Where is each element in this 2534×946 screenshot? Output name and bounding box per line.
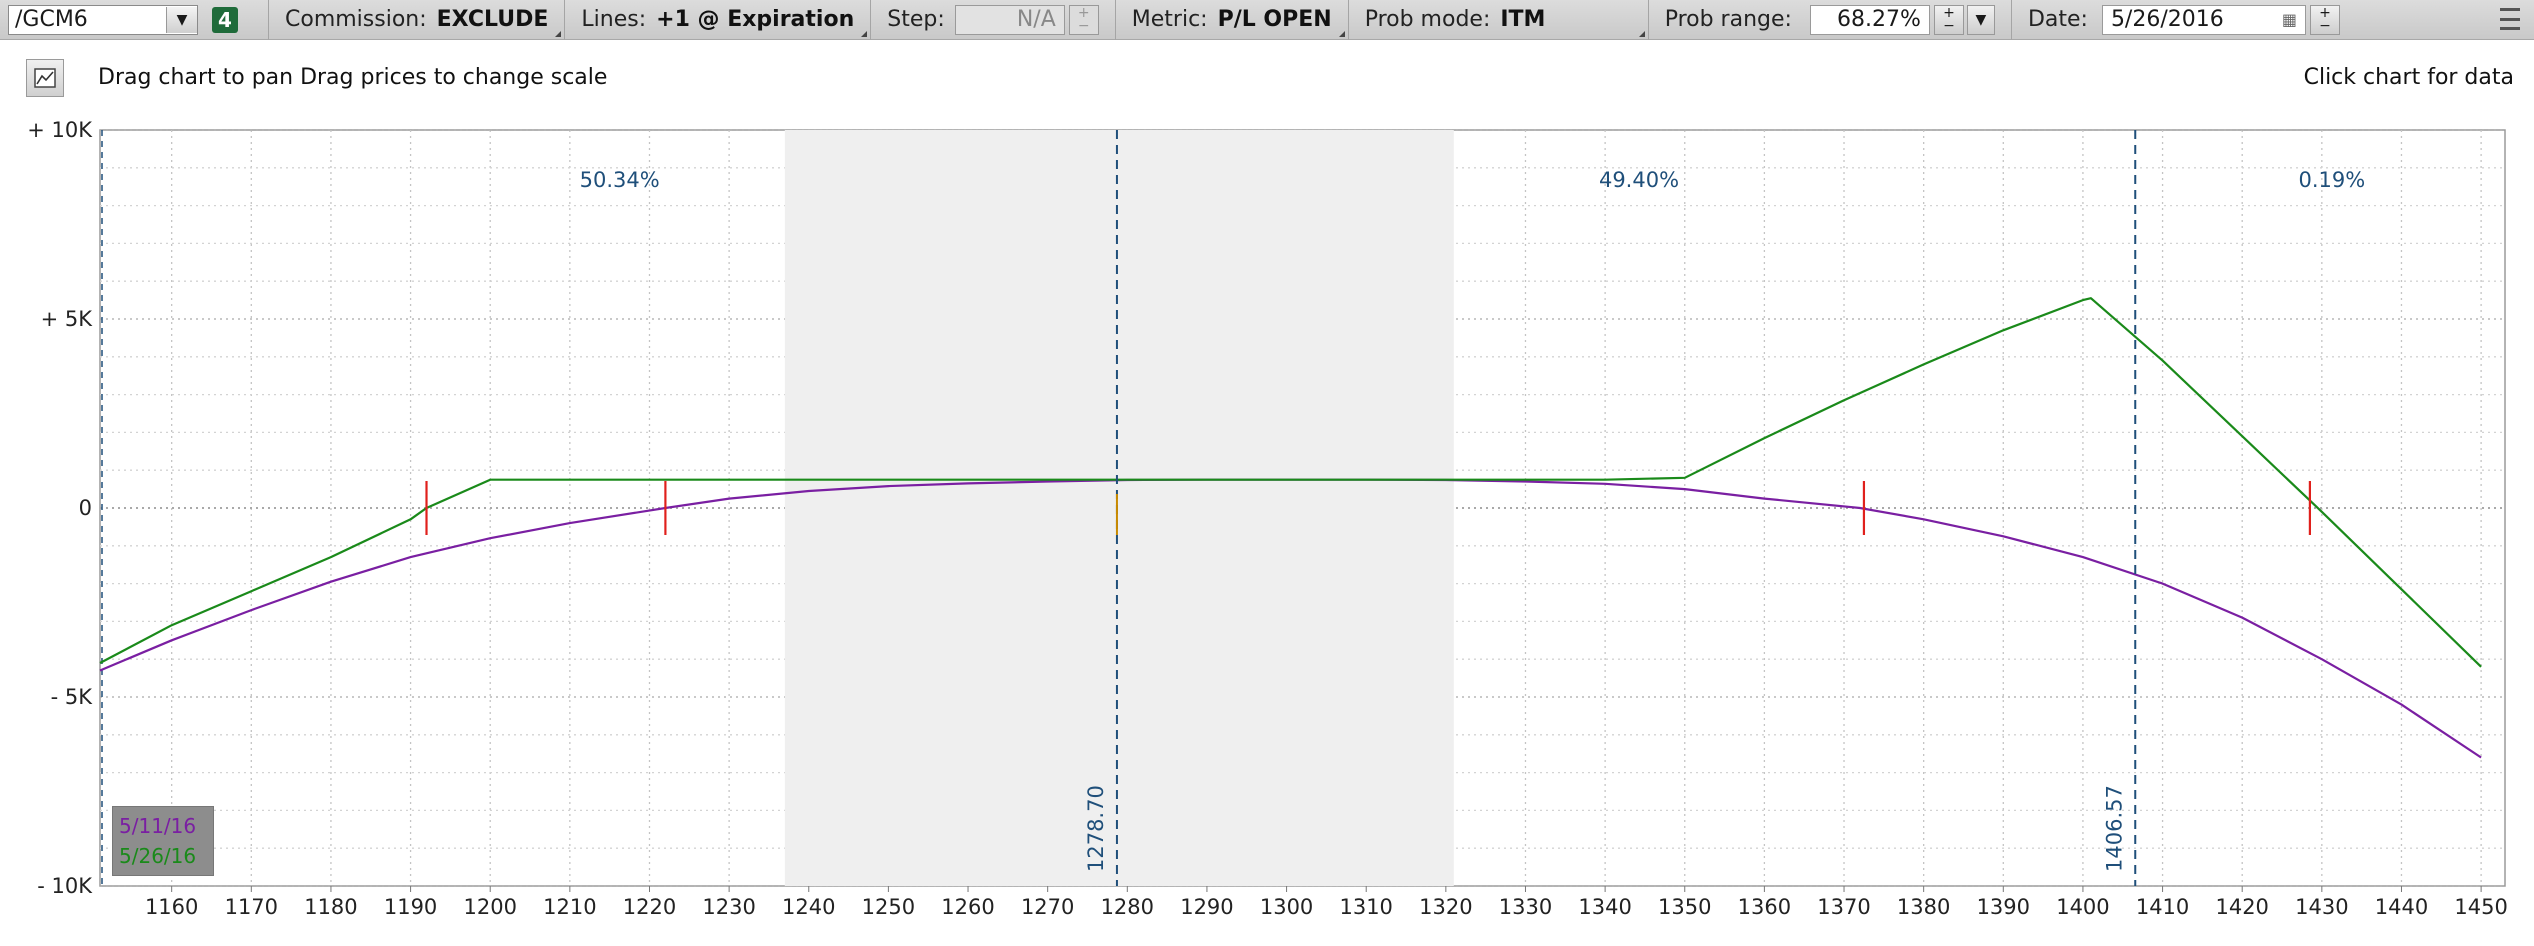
menu-icon[interactable]: [2500, 8, 2520, 30]
chart-legend: 5/11/16 5/26/16: [112, 806, 214, 876]
x-tick-label: 1430: [2295, 895, 2348, 919]
prob-mode-value: ITM: [1500, 7, 1546, 32]
x-tick-label: 1450: [2454, 895, 2507, 919]
prob-range-value: 68.27%: [1837, 7, 1921, 32]
chart-settings-button[interactable]: [26, 59, 64, 97]
price-line-label: 1406.57: [2102, 785, 2126, 872]
x-tick-label: 1220: [623, 895, 676, 919]
x-tick-label: 1330: [1499, 895, 1552, 919]
x-tick-label: 1230: [702, 895, 755, 919]
x-tick-label: 1390: [1977, 895, 2030, 919]
series-line-expiration: [99, 297, 2482, 668]
date-segment: Date: 5/26/2016 ▦ + −: [2012, 0, 2356, 40]
prob-range-dropdown[interactable]: ▼: [1966, 4, 1995, 35]
plus-icon: +: [1077, 4, 1090, 21]
metric-value: P/L OPEN: [1217, 7, 1332, 32]
y-tick-label: + 10K: [27, 118, 93, 142]
minus-icon: −: [1077, 17, 1090, 34]
legend-entry-expiration: 5/26/16: [119, 844, 197, 868]
commission-label: Commission:: [285, 7, 427, 32]
x-tick-label: 1190: [384, 895, 437, 919]
line-chart-icon: [34, 68, 56, 88]
symbol-value: /GCM6: [15, 7, 88, 32]
symbol-selector[interactable]: /GCM6 ▼: [8, 4, 198, 35]
x-tick-label: 1270: [1021, 895, 1074, 919]
calendar-icon[interactable]: ▦: [2281, 10, 2297, 29]
commission-menu[interactable]: Commission: EXCLUDE: [268, 0, 566, 40]
minus-icon: −: [2319, 17, 2331, 34]
plus-icon: +: [1943, 4, 1955, 21]
x-tick-label: 1360: [1738, 895, 1791, 919]
minus-icon: −: [1943, 17, 1955, 34]
x-tick-label: 1320: [1419, 895, 1472, 919]
y-tick-label: 0: [79, 496, 92, 520]
plus-icon: +: [2319, 4, 2331, 21]
drag-hint: Drag chart to pan Drag prices to change …: [98, 65, 608, 90]
probability-label: 0.19%: [2298, 168, 2365, 192]
click-hint: Click chart for data: [2303, 65, 2514, 90]
metric-menu[interactable]: Metric: P/L OPEN: [1116, 0, 1349, 40]
x-tick-label: 1280: [1101, 895, 1154, 919]
x-tick-label: 1350: [1658, 895, 1711, 919]
x-tick-label: 1200: [463, 895, 516, 919]
x-tick-label: 1440: [2375, 895, 2428, 919]
probability-label: 50.34%: [580, 168, 660, 192]
metric-label: Metric:: [1131, 7, 1208, 32]
x-tick-label: 1420: [2215, 895, 2268, 919]
hint-bar: Drag chart to pan Drag prices to change …: [0, 41, 2534, 119]
x-tick-label: 1210: [543, 895, 596, 919]
chevron-down-icon[interactable]: ▼: [166, 6, 197, 33]
step-stepper[interactable]: + −: [1068, 4, 1099, 35]
symbol-segment: /GCM6 ▼ 4: [0, 0, 268, 40]
x-tick-label: 1340: [1578, 895, 1631, 919]
x-tick-label: 1380: [1897, 895, 1950, 919]
step-label: Step:: [887, 7, 945, 32]
prob-mode-label: Prob mode:: [1364, 7, 1491, 32]
date-value: 5/26/2016: [2110, 7, 2224, 32]
position-count-badge[interactable]: 4: [212, 6, 238, 33]
y-tick-label: + 5K: [41, 307, 94, 331]
probability-band: [784, 130, 1454, 886]
x-tick-label: 1160: [145, 895, 198, 919]
x-tick-label: 1310: [1339, 895, 1392, 919]
x-tick-label: 1260: [941, 895, 994, 919]
step-segment: Step: N/A + −: [871, 0, 1116, 40]
lines-menu[interactable]: Lines: +1 @ Expiration: [565, 0, 872, 40]
y-tick-label: - 10K: [37, 874, 93, 898]
y-tick-label: - 5K: [51, 685, 94, 709]
step-input[interactable]: N/A: [954, 4, 1065, 35]
probability-label: 49.40%: [1599, 168, 1679, 192]
date-stepper[interactable]: + −: [2309, 4, 2340, 35]
x-tick-label: 1290: [1180, 895, 1233, 919]
step-value: N/A: [1016, 7, 1056, 32]
prob-range-segment: Prob range: 68.27% + − ▼: [1649, 0, 2012, 40]
prob-range-input[interactable]: 68.27%: [1809, 4, 1930, 35]
toolbar: /GCM6 ▼ 4 Commission: EXCLUDE Lines: +1 …: [0, 0, 2534, 40]
x-tick-label: 1250: [862, 895, 915, 919]
prob-range-stepper[interactable]: + −: [1933, 4, 1964, 35]
x-tick-label: 1410: [2136, 895, 2189, 919]
prob-range-label: Prob range:: [1664, 7, 1792, 32]
price-line-label: 1278.70: [1084, 785, 1108, 872]
x-tick-label: 1240: [782, 895, 835, 919]
x-tick-label: 1400: [2056, 895, 2109, 919]
chevron-down-icon: ▼: [1975, 11, 1987, 28]
prob-mode-menu[interactable]: Prob mode: ITM: [1349, 0, 1649, 40]
commission-value: EXCLUDE: [436, 7, 549, 32]
date-label: Date:: [2027, 7, 2088, 32]
date-input[interactable]: 5/26/2016 ▦: [2101, 4, 2306, 35]
x-tick-label: 1180: [304, 895, 357, 919]
x-tick-label: 1370: [1817, 895, 1870, 919]
legend-entry-current: 5/11/16: [119, 814, 197, 838]
x-tick-label: 1170: [225, 895, 278, 919]
lines-label: Lines:: [581, 7, 647, 32]
x-tick-label: 1300: [1260, 895, 1313, 919]
lines-value: +1 @ Expiration: [656, 7, 855, 32]
